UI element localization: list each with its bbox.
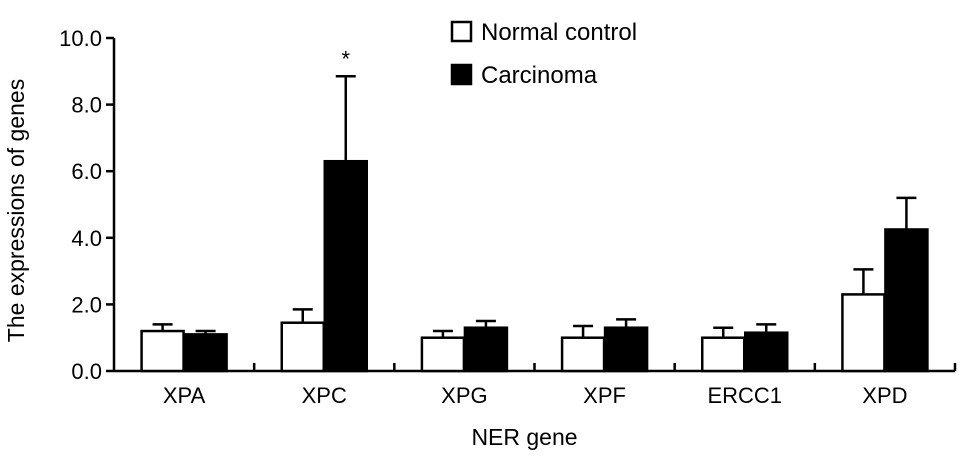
- category-group-ercc1: ERCC1: [701, 323, 789, 408]
- category-group-xpd: XPD: [841, 196, 929, 408]
- legend-label: Carcinoma: [481, 62, 598, 89]
- x-tick-label: XPF: [583, 383, 626, 408]
- bar-normal-control: [280, 321, 325, 373]
- category-group-xpf: XPF: [560, 318, 649, 408]
- bar-carcinoma: [463, 326, 509, 373]
- y-tick-label: 6.0: [71, 159, 102, 184]
- bar-normal-control: [560, 336, 606, 373]
- category-group-xpg: XPG: [420, 319, 509, 408]
- bar-carcinoma: [603, 326, 649, 373]
- y-tick-label: 10.0: [59, 26, 102, 51]
- bar-normal-control: [841, 293, 886, 373]
- x-tick-label: XPD: [862, 383, 907, 408]
- bar-normal-control: [140, 329, 185, 373]
- bar-carcinoma: [323, 159, 368, 373]
- x-axis-title: NER gene: [471, 424, 577, 450]
- legend: Normal control Carcinoma: [450, 19, 637, 89]
- x-tick-label: XPC: [302, 383, 347, 408]
- axes: 0.0 2.0 4.0 6.0 8.0 10.0 The expressions of ge…: [3, 26, 957, 450]
- y-tick-label: 8.0: [71, 93, 102, 118]
- bar-normal-control: [701, 336, 746, 373]
- y-tick-label: 2.0: [71, 292, 102, 317]
- y-axis-title: The expressions of genes: [3, 79, 29, 342]
- bars: XPA XPC XPG XPF ERCC1 XPD *: [140, 46, 929, 408]
- category-group-xpc: XPC: [280, 75, 368, 408]
- bar-carcinoma: [183, 333, 228, 373]
- category-group-xpa: XPA: [140, 323, 228, 408]
- legend-label: Normal control: [481, 19, 637, 46]
- y-tick-label: 0.0: [71, 359, 102, 384]
- legend-item: Carcinoma: [450, 62, 598, 89]
- x-tick-label: XPA: [163, 383, 206, 408]
- x-tick-label: XPG: [441, 383, 487, 408]
- x-tick-label: ERCC1: [707, 383, 782, 408]
- legend-swatch: [450, 20, 473, 43]
- legend-swatch: [450, 63, 473, 86]
- significance-marker: *: [341, 46, 350, 71]
- bar-carcinoma: [884, 228, 929, 373]
- y-tick-label: 4.0: [71, 226, 102, 251]
- legend-item: Normal control: [450, 19, 637, 46]
- bar-normal-control: [420, 336, 466, 373]
- bar-carcinoma: [744, 331, 789, 373]
